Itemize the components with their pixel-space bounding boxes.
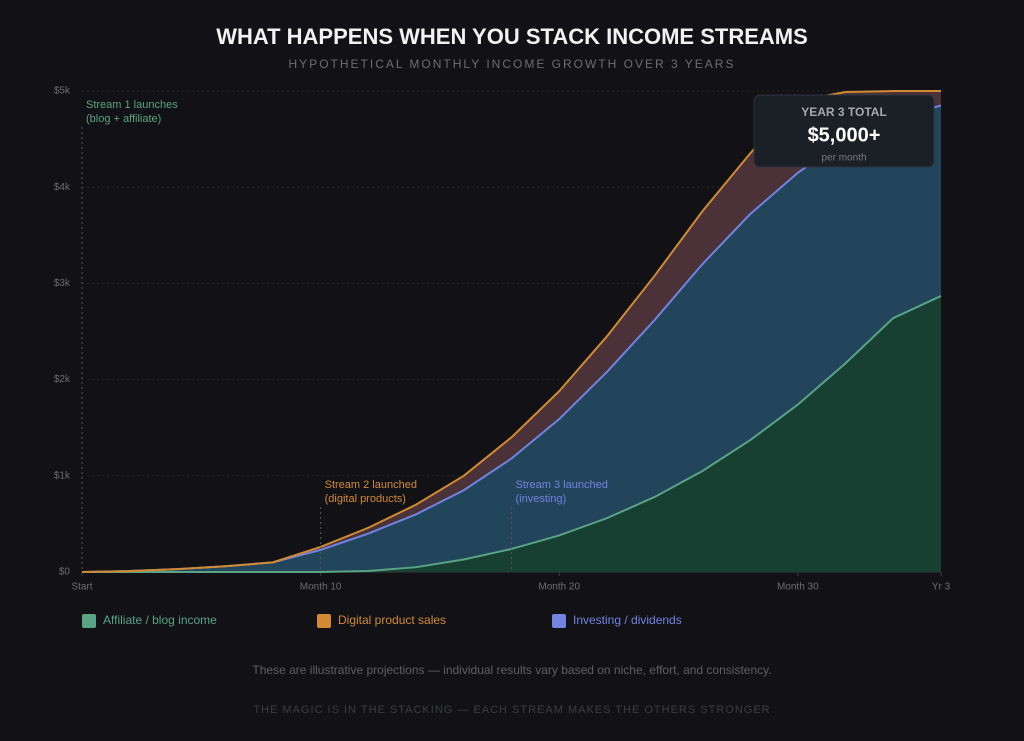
x-tick-label: Month 10 (300, 582, 342, 593)
callout-value: $5,000+ (808, 124, 881, 146)
legend-swatch (82, 614, 96, 628)
legend-label: Investing / dividends (573, 613, 682, 627)
callout-box (753, 94, 935, 168)
legend-label: Digital product sales (338, 613, 446, 627)
annotation-text: (investing) (516, 493, 567, 505)
legend-swatch (317, 614, 331, 628)
x-tick-label: Start (71, 582, 92, 593)
annotation-text: Stream 3 launched (516, 479, 608, 491)
y-tick-label: $5k (54, 86, 71, 97)
annotations: Stream 1 launches (blog + affiliate) Strea… (81, 99, 608, 572)
legend: Affiliate / blog income Digital product s… (82, 613, 682, 628)
y-tick-label: $1k (54, 470, 71, 481)
callout-label: YEAR 3 TOTAL (801, 105, 887, 119)
area (82, 91, 941, 572)
annotation-text: Stream 1 launches (86, 99, 178, 111)
x-tick-label: Month 20 (538, 582, 580, 593)
x-tick-label: Month 30 (777, 582, 819, 593)
y-tick-label: $2k (54, 374, 71, 385)
annotation-text: (digital products) (325, 493, 406, 505)
x-tick-label: Yr 3 (932, 582, 951, 593)
area (82, 295, 941, 572)
callout: YEAR 3 TOTAL $5,000+ per month (753, 94, 935, 168)
callout-sub: per month (821, 153, 866, 164)
chart-subtitle: HYPOTHETICAL MONTHLY INCOME GROWTH OVER … (289, 57, 736, 71)
y-tick-label: $3k (54, 278, 71, 289)
y-tick-label: $4k (54, 182, 71, 193)
chart-title: WHAT HAPPENS WHEN YOU STACK INCOME STREA… (216, 24, 808, 49)
tagline: THE MAGIC IS IN THE STACKING — EACH STRE… (253, 704, 770, 716)
legend-swatch (552, 614, 566, 628)
y-tick-label: $0 (59, 567, 71, 578)
annotation-text: (blog + affiliate) (86, 113, 161, 125)
legend-label: Affiliate / blog income (103, 613, 217, 627)
footnote: These are illustrative projections — ind… (252, 663, 771, 677)
annotation-text: Stream 2 launched (325, 479, 417, 491)
